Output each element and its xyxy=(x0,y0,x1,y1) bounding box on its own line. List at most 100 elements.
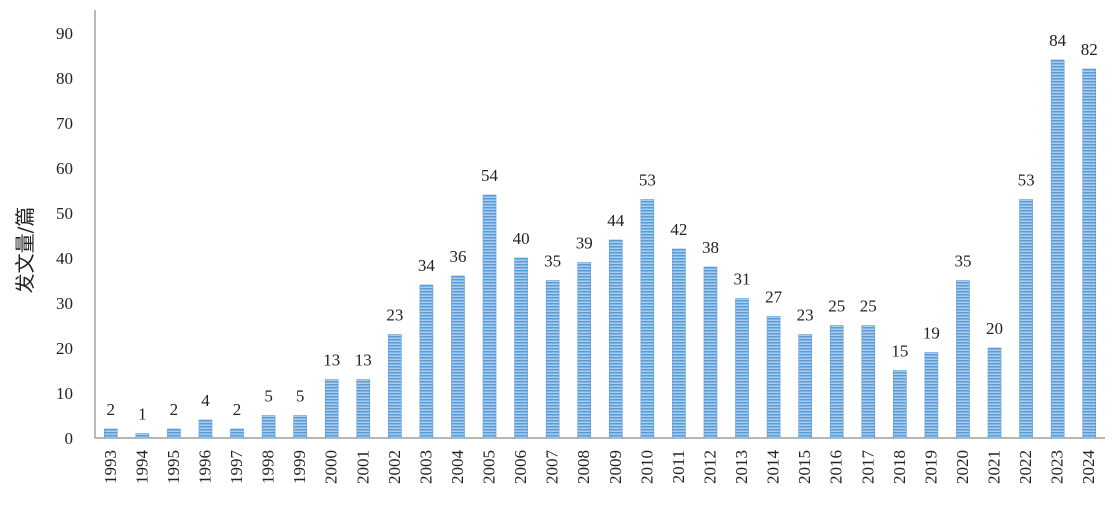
x-tick-label-2013: 2013 xyxy=(732,450,751,484)
x-tick-label-2024: 2024 xyxy=(1079,450,1098,485)
bar-2001 xyxy=(356,379,371,439)
x-tick-label-2005: 2005 xyxy=(480,450,499,484)
bar-2013 xyxy=(735,298,749,439)
x-tick-label-2023: 2023 xyxy=(1048,450,1067,484)
bar-1998 xyxy=(261,415,276,439)
bar-1995 xyxy=(167,428,181,439)
data-label-2023: 84 xyxy=(1049,31,1067,50)
y-tick-label: 70 xyxy=(56,114,73,133)
y-axis-title: 发文量/篇 xyxy=(13,207,37,294)
x-tick-label-1993: 1993 xyxy=(101,450,120,484)
x-tick-label-2009: 2009 xyxy=(606,450,625,484)
data-label-2015: 23 xyxy=(797,306,814,325)
x-tick-label-1997: 1997 xyxy=(227,450,246,485)
y-axis: 0 10 20 30 40 50 60 70 80 90 xyxy=(56,10,96,448)
data-label-2007: 35 xyxy=(544,252,561,271)
bar-2024 xyxy=(1082,68,1097,439)
y-tick-label: 90 xyxy=(56,24,73,43)
x-tick-label-2012: 2012 xyxy=(700,450,719,484)
x-tick-label-2016: 2016 xyxy=(827,450,846,484)
bar-1996 xyxy=(198,419,213,439)
bar-2021 xyxy=(987,347,1002,439)
x-tick-label-2006: 2006 xyxy=(511,450,530,484)
x-tick-label-2020: 2020 xyxy=(953,450,972,484)
data-label-2016: 25 xyxy=(828,297,845,316)
bar-2010 xyxy=(640,199,655,439)
bar-2016 xyxy=(829,325,844,439)
data-label-2022: 53 xyxy=(1018,171,1035,190)
bar-2023 xyxy=(1050,59,1065,439)
x-tick-label-2018: 2018 xyxy=(890,450,909,484)
x-tick-label-2002: 2002 xyxy=(385,450,404,484)
data-label-2019: 19 xyxy=(923,324,940,343)
data-label-1993: 2 xyxy=(107,400,116,419)
data-label-2014: 27 xyxy=(765,288,783,307)
x-tick-label-2007: 2007 xyxy=(543,450,562,485)
bar-2003 xyxy=(419,284,434,439)
bar-1999 xyxy=(293,415,307,439)
x-tick-label-2003: 2003 xyxy=(416,450,435,484)
bar-2014 xyxy=(766,316,781,439)
x-tick-label-1996: 1996 xyxy=(195,450,214,484)
data-label-1995: 2 xyxy=(170,400,179,419)
bar-2011 xyxy=(672,248,686,439)
y-tick-label: 80 xyxy=(56,69,73,88)
data-label-2004: 36 xyxy=(449,247,466,266)
data-label-1998: 5 xyxy=(264,387,273,406)
x-tick-label-1999: 1999 xyxy=(290,450,309,484)
x-tick-label-2011: 2011 xyxy=(669,450,688,483)
bar-2018 xyxy=(893,370,907,439)
data-label-2002: 23 xyxy=(386,306,403,325)
y-tick-label: 50 xyxy=(56,204,73,223)
x-tick-label-2022: 2022 xyxy=(1016,450,1035,484)
bars xyxy=(103,59,1097,439)
data-label-2024: 82 xyxy=(1081,40,1098,59)
data-label-2017: 25 xyxy=(860,297,877,316)
x-tick-label-2017: 2017 xyxy=(858,450,877,485)
bar-2019 xyxy=(924,352,939,439)
data-label-2001: 13 xyxy=(355,351,372,370)
bar-2002 xyxy=(388,334,402,439)
y-tick-label: 30 xyxy=(56,294,73,313)
bar-1994 xyxy=(135,433,150,439)
data-label-1994: 1 xyxy=(138,405,147,424)
x-tick-label-2015: 2015 xyxy=(795,450,814,484)
bar-2007 xyxy=(545,280,560,439)
x-tick-label-2010: 2010 xyxy=(637,450,656,484)
bar-1993 xyxy=(103,428,118,439)
data-label-2020: 35 xyxy=(954,252,971,271)
y-tick-label: 10 xyxy=(56,384,73,403)
bar-2005 xyxy=(482,194,497,439)
bar-2020 xyxy=(956,280,970,439)
data-label-2021: 20 xyxy=(986,319,1003,338)
data-label-2008: 39 xyxy=(576,234,593,253)
x-tick-label-2014: 2014 xyxy=(764,450,783,485)
data-label-2000: 13 xyxy=(323,351,340,370)
bar-2012 xyxy=(703,266,718,439)
data-label-2006: 40 xyxy=(513,229,530,248)
x-axis: 1993 1994 1995 1996 1997 1998 1999 2000 2001 2002… xyxy=(95,437,1105,485)
data-label-2003: 34 xyxy=(418,256,436,275)
bar-2017 xyxy=(861,325,876,439)
data-label-1996: 4 xyxy=(201,391,210,410)
x-tick-label-1998: 1998 xyxy=(259,450,278,484)
x-tick-label-2019: 2019 xyxy=(921,450,940,484)
x-tick-label-2008: 2008 xyxy=(574,450,593,484)
bar-2004 xyxy=(451,275,465,439)
bar-1997 xyxy=(230,428,244,439)
x-tick-label-2000: 2000 xyxy=(322,450,341,484)
data-label-2013: 31 xyxy=(734,270,751,289)
x-tick-label-1995: 1995 xyxy=(164,450,183,484)
bar-2009 xyxy=(608,239,623,439)
data-label-2011: 42 xyxy=(670,220,687,239)
data-label-2009: 44 xyxy=(607,211,625,230)
bar-2000 xyxy=(324,379,339,439)
bar-2006 xyxy=(514,257,528,439)
bar-2015 xyxy=(798,334,812,439)
y-tick-label: 20 xyxy=(56,339,73,358)
data-label-1997: 2 xyxy=(233,400,242,419)
x-tick-label-1994: 1994 xyxy=(132,450,151,485)
